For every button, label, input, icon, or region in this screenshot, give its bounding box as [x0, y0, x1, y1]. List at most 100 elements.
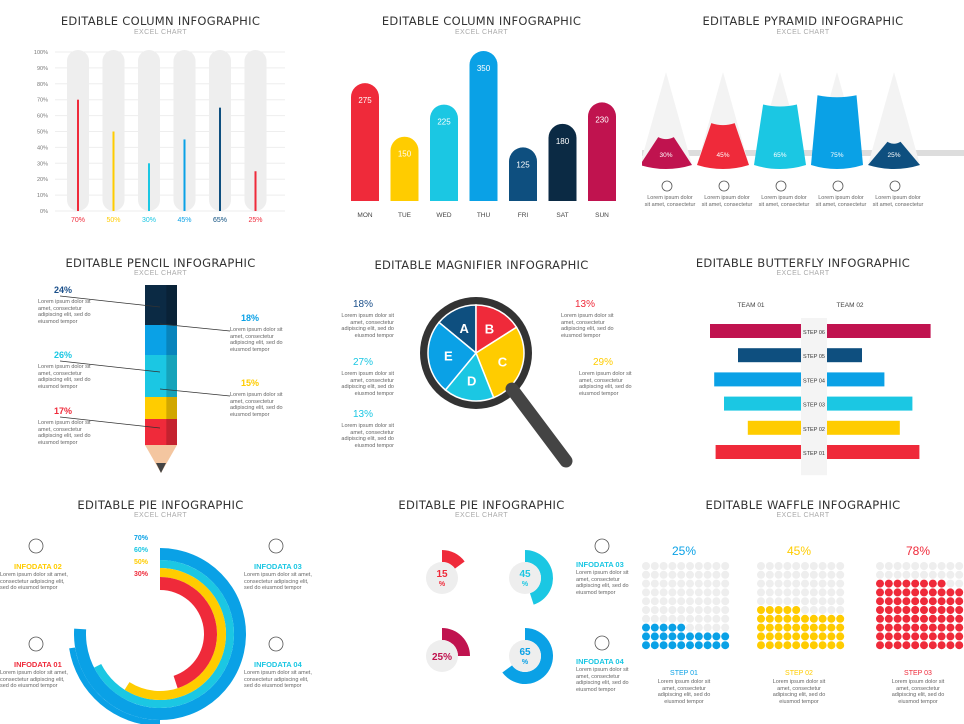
step-icon	[889, 180, 901, 192]
waffle-cell	[801, 570, 809, 579]
donut-label: %	[522, 581, 529, 588]
waffle-cell	[659, 597, 668, 606]
step-label: STEP 02	[803, 427, 825, 433]
bar-value: 180	[556, 137, 570, 146]
waffle-cell	[876, 623, 884, 632]
bar	[77, 99, 79, 211]
lorem-text: Lorem ipsum dolor sit amet, consectetur …	[576, 667, 629, 693]
waffle-cell	[946, 579, 955, 588]
waffle-cell	[818, 597, 827, 606]
waffle-cell	[642, 606, 650, 614]
segment-label: 26%	[54, 350, 72, 360]
donut-label: %	[439, 581, 446, 588]
waffle-cell	[884, 641, 893, 650]
waffle-cell	[765, 570, 774, 579]
step-label: STEP 06	[803, 330, 825, 336]
waffle-cell	[911, 623, 920, 632]
waffle-cell	[774, 570, 783, 579]
panel-subtitle: EXCEL CHART	[776, 270, 830, 277]
lorem-text: Lorem ipsum dolor sit amet, consectetur	[758, 195, 810, 208]
waffle-cell	[893, 623, 902, 632]
segment-label: 17%	[54, 406, 72, 416]
lorem-text: Lorem ipsum dolor sit amet, consectetur …	[772, 679, 826, 705]
waffle-cell	[703, 562, 712, 570]
bar	[548, 123, 577, 201]
waffle-cell	[659, 641, 668, 650]
waffle-cell	[818, 623, 827, 632]
cone-fill	[868, 141, 920, 169]
waffle-cell	[946, 562, 955, 570]
waffle-cell	[955, 579, 964, 588]
waffle-cell	[650, 570, 659, 579]
waffle-cell	[827, 623, 836, 632]
pie-slice-label: C	[498, 355, 508, 370]
cone-fill	[754, 104, 806, 169]
lorem-text: Lorem ipsum dolor sit amet, consectetur	[872, 195, 924, 208]
waffle-cell	[686, 614, 694, 623]
waffle-cell	[774, 614, 783, 623]
waffle-cell	[668, 614, 677, 623]
waffle-cell	[792, 579, 801, 588]
waffle-cell	[721, 606, 730, 614]
waffle-cell	[792, 570, 801, 579]
pie-slice-label: A	[459, 321, 469, 336]
magnifier-handle	[505, 382, 573, 468]
waffle-cell	[783, 579, 792, 588]
waffle-cell	[721, 570, 730, 579]
waffle-cell	[955, 588, 964, 597]
waffle-cell	[659, 623, 668, 632]
waffle-cell	[686, 562, 694, 570]
infodata-label: INFODATA 02	[14, 562, 62, 571]
waffle-cell	[642, 597, 650, 606]
bar	[112, 131, 115, 211]
waffle-cell	[801, 623, 809, 632]
lorem-text: Lorem ipsum dolor sit amet, consectetur …	[38, 364, 91, 390]
donut-center	[509, 562, 541, 594]
waffle-cell	[721, 614, 730, 623]
donut-arc	[442, 628, 470, 656]
waffle-cell	[937, 606, 946, 614]
waffle-cell	[694, 579, 703, 588]
waffle-cell	[818, 588, 827, 597]
bar-left	[747, 420, 801, 435]
waffle-cell	[946, 623, 955, 632]
step-icon	[718, 180, 730, 192]
lorem-text: Lorem ipsum dolor sit amet, consectetur …	[341, 313, 394, 339]
info-icon	[594, 635, 610, 651]
y-tick-label: 30%	[37, 161, 48, 167]
bar	[430, 104, 458, 201]
lorem-text: Lorem ipsum dolor sit amet, consectetur …	[230, 327, 283, 353]
waffle-percent: 45%	[787, 544, 811, 558]
waffle-cell	[911, 579, 920, 588]
waffle-cell	[884, 588, 893, 597]
chart-5: A B C DE 18% 27% 13% 13% 29%	[353, 297, 613, 468]
panel-subtitle: EXCEL CHART	[454, 29, 509, 36]
waffle-cell	[920, 588, 928, 597]
lorem-text: Lorem ipsum dolor sit amet, consectetur	[644, 195, 696, 208]
waffle-cell	[801, 606, 809, 614]
waffle-cell	[801, 597, 809, 606]
slice-percent: 13%	[353, 409, 373, 420]
lorem-text: Lorem ipsum dolor sit amet, consectetur …	[341, 423, 394, 449]
waffle-cell	[928, 588, 937, 597]
waffle-cell	[703, 623, 712, 632]
waffle-cell	[712, 597, 721, 606]
legend-team01: TEAM 01	[737, 302, 764, 309]
waffle-cell	[783, 623, 792, 632]
waffle-cell	[783, 562, 792, 570]
bar-value: 275	[358, 96, 372, 105]
chart-7: 70% 60% 50% 30%	[28, 535, 284, 724]
waffle-cell	[694, 641, 703, 650]
waffle-cell	[893, 641, 902, 650]
pencil-shade	[166, 419, 177, 445]
waffle-cell	[955, 570, 964, 579]
waffle-cell	[712, 641, 721, 650]
leader-line	[59, 360, 161, 373]
pie-slice-label: B	[485, 322, 494, 337]
waffle-cell	[809, 588, 818, 597]
waffle-cell	[946, 570, 955, 579]
x-tick-label: SAT	[556, 212, 568, 219]
waffle-cell	[911, 562, 920, 570]
waffle-cell	[677, 614, 686, 623]
waffle-cell	[668, 632, 677, 641]
